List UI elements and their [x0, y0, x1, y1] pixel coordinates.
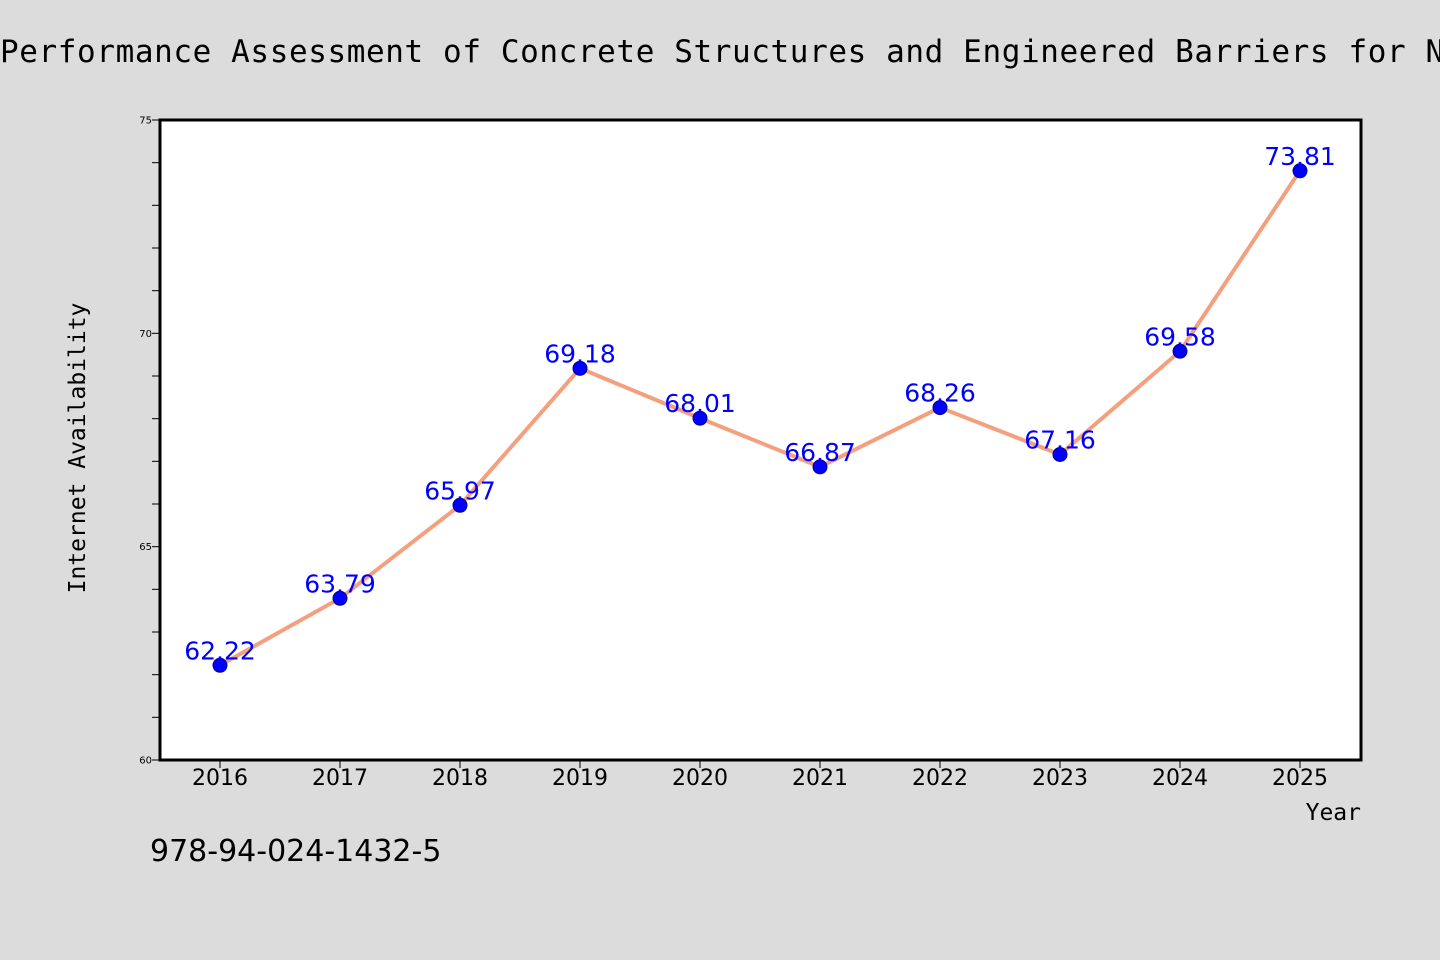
- data-label: 62.22: [184, 636, 256, 665]
- y-tick-label: 65: [139, 542, 152, 553]
- data-point: [812, 459, 828, 475]
- x-tick-label: 2016: [192, 766, 248, 791]
- data-point: [572, 360, 588, 376]
- data-label: 66.87: [784, 438, 856, 467]
- y-axis-label: Internet Availability: [65, 303, 91, 594]
- data-labels-group: 62.22 63.79 65.97 69.18 68.01 66.87 68.26 67.16…: [184, 142, 1336, 666]
- data-label: 63.79: [304, 569, 376, 598]
- x-tick-label: 2024: [1152, 766, 1208, 791]
- data-point: [692, 410, 708, 426]
- x-tick-label: 2020: [672, 766, 728, 791]
- data-point: [452, 497, 468, 513]
- data-point: [212, 657, 228, 673]
- series-line: [218, 168, 1302, 668]
- data-label: 69.18: [544, 339, 616, 368]
- x-axis-label: Year: [1306, 800, 1361, 826]
- plot-area: [158, 118, 1363, 762]
- y-axis: 60 65 70 75: [139, 116, 160, 767]
- data-label: 68.26: [904, 379, 976, 408]
- data-point: [1172, 343, 1188, 359]
- data-label: 73.81: [1264, 142, 1336, 171]
- x-tick-label: 2019: [552, 766, 608, 791]
- x-tick-label: 2023: [1032, 766, 1088, 791]
- y-tick-label: 60: [139, 756, 152, 767]
- x-tick-label: 2021: [792, 766, 848, 791]
- data-label: 69.58: [1144, 322, 1216, 351]
- x-tick-label: 2017: [312, 766, 368, 791]
- data-label: 68.01: [664, 389, 736, 418]
- data-point: [1292, 163, 1308, 179]
- x-tick-label: 2022: [912, 766, 968, 791]
- data-point: [332, 590, 348, 606]
- data-point: [1052, 447, 1068, 463]
- data-label: 67.16: [1024, 426, 1096, 455]
- x-tick-label: 2025: [1272, 766, 1328, 791]
- data-label: 65.97: [424, 476, 496, 505]
- isbn-text: 978-94-024-1432-5: [150, 834, 442, 869]
- series-points-group: [212, 163, 1308, 673]
- y-tick-label: 70: [139, 329, 152, 340]
- y-tick-label: 75: [139, 116, 152, 127]
- x-tick-label: 2018: [432, 766, 488, 791]
- data-point: [932, 400, 948, 416]
- x-axis: 2016 2017 2018 2019 2020 2021 2022 2023 2024 2025: [192, 760, 1328, 791]
- chart-title: Performance Assessment of Concrete Struc…: [0, 34, 1440, 70]
- series-line-group: [218, 168, 1302, 668]
